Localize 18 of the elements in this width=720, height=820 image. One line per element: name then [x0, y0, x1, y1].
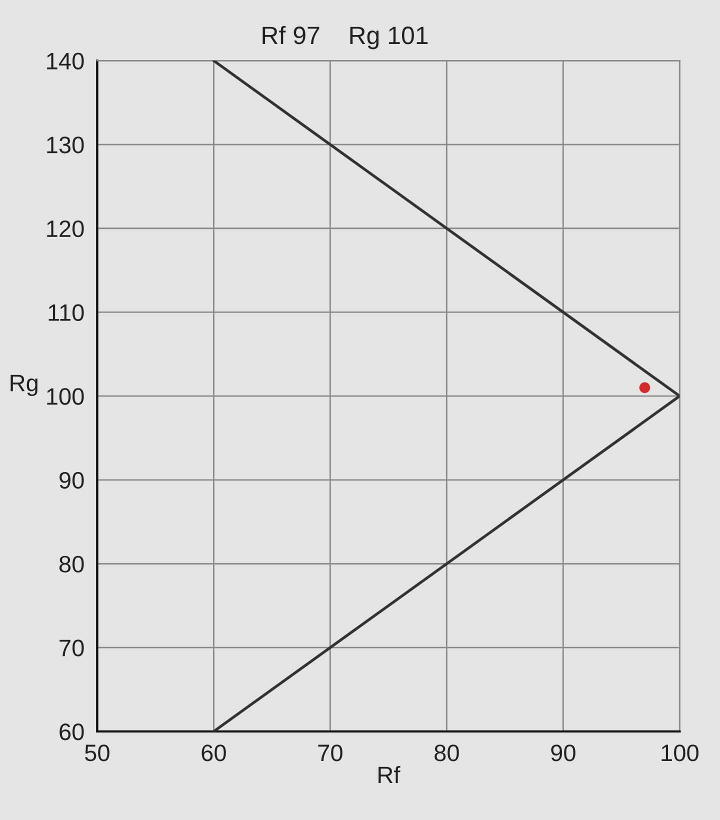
chart-title: Rf 97 Rg 101 [262, 26, 428, 50]
x-tick-label: 90 [551, 744, 576, 762]
y-tick-label: 80 [59, 556, 84, 573]
x-axis-title: Rf [378, 766, 400, 784]
y-tick-label: 100 [47, 388, 84, 405]
y-tick-label: 120 [47, 220, 84, 238]
x-tick-label: 80 [434, 744, 459, 762]
y-tick-label: 110 [48, 304, 84, 322]
y-tick-label: 90 [60, 472, 84, 489]
y-tick-label: 140 [47, 52, 84, 70]
x-tick-label: 70 [318, 744, 342, 762]
y-tick-label: 70 [60, 640, 84, 656]
y-axis-title: Rg [10, 374, 38, 396]
x-tick-label: 50 [85, 744, 110, 762]
x-tick-label: 100 [662, 744, 698, 762]
y-tick-label: 130 [47, 136, 84, 154]
y-tick-label: 60 [60, 724, 84, 740]
x-tick-label: 60 [202, 744, 226, 762]
